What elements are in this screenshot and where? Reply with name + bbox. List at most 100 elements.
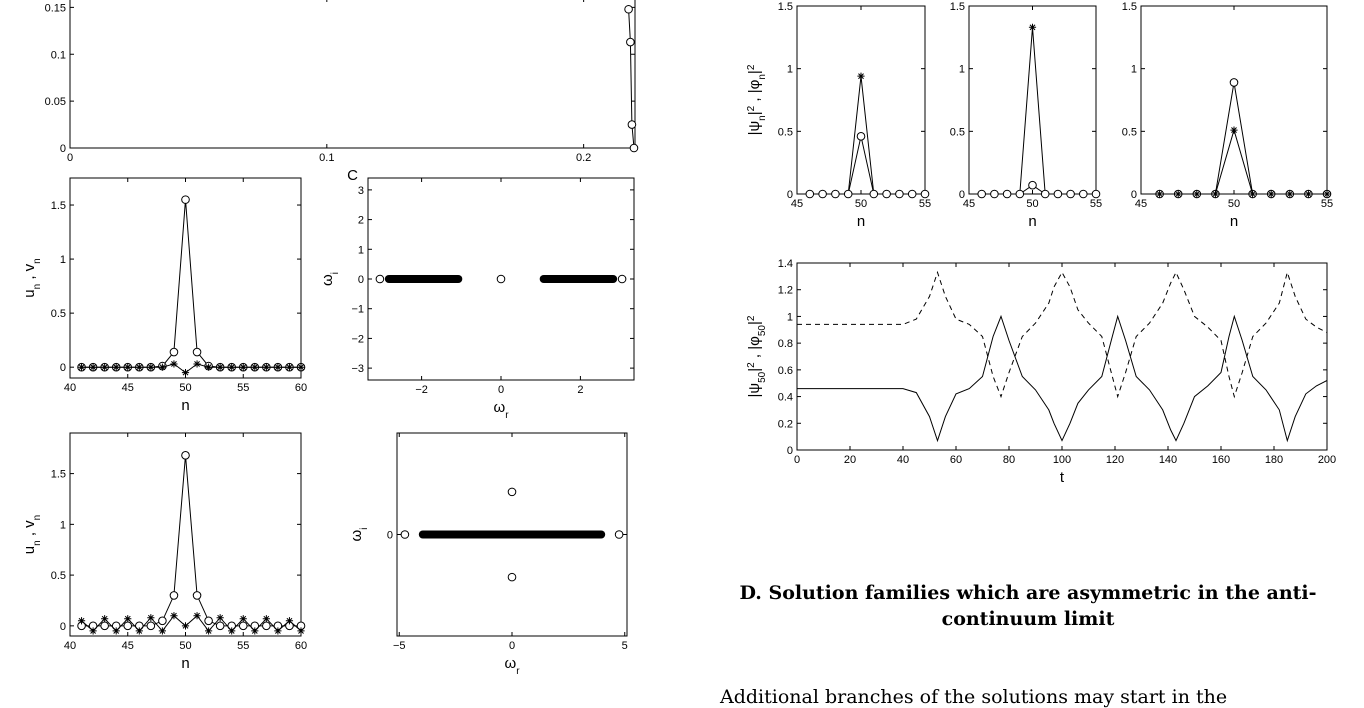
x-tick-label: 200 (1318, 454, 1336, 466)
y-tick-label: 0.5 (51, 308, 66, 320)
x-tick-label: 55 (919, 198, 931, 210)
x-tick-label: 2 (577, 384, 583, 396)
y-axis-label: |ψn|2 , |φn|2 (746, 64, 768, 135)
plot-frame (69, 177, 302, 379)
y-tick-label: 0 (787, 445, 793, 457)
label-part: |ψ (746, 383, 763, 398)
data-point (216, 614, 224, 622)
y-tick-label: 0 (60, 621, 66, 633)
data-point (192, 591, 202, 600)
data-point (170, 360, 178, 368)
data-point (146, 621, 156, 631)
x-tick-label: 40 (64, 382, 76, 394)
data-point (1323, 190, 1331, 198)
y-tick-label: 1 (787, 311, 793, 323)
data-point (124, 363, 132, 371)
x-axis-label: ωr (504, 655, 520, 677)
y-tick-label: 0 (60, 362, 66, 374)
x-tick-label: 180 (1265, 454, 1283, 466)
x-tick-label: −5 (393, 640, 406, 652)
density-3: 45 50 55 0 0.5 1 1.5 n (1122, 1, 1333, 230)
data-point (617, 274, 627, 284)
y-tick-label: 0.5 (950, 126, 965, 138)
label-part: ω (319, 274, 336, 286)
x-tick-label: 0 (794, 454, 800, 466)
x-tick-label: 0 (67, 152, 73, 164)
label-part: , |φ (746, 336, 763, 362)
x-axis-label: t (1060, 469, 1065, 486)
label-part: | (746, 70, 763, 74)
data-point (205, 363, 213, 371)
x-tick-label: 80 (1003, 454, 1015, 466)
x-tick-label: 0.1 (319, 152, 334, 164)
y-tick-label: 1 (358, 244, 364, 256)
data-point (1267, 190, 1275, 198)
x-tick-label: 50 (179, 382, 191, 394)
data-point (285, 617, 294, 625)
data-point (169, 591, 179, 600)
y-tick-label: 0.5 (51, 570, 66, 582)
data-point (1002, 189, 1012, 199)
label-part: r (516, 666, 520, 677)
series-line (797, 270, 1328, 399)
x-tick-label: 50 (1228, 198, 1240, 210)
y-tick-label: 1.2 (778, 285, 793, 297)
y-tick-label: 1 (959, 64, 965, 76)
x-tick-label: 40 (897, 454, 909, 466)
data-point (400, 530, 410, 539)
label-part: n (32, 284, 43, 290)
data-point (262, 363, 270, 371)
x-tick-label: 140 (1159, 454, 1177, 466)
data-point (1040, 189, 1050, 199)
x-axis-label: n (181, 655, 189, 672)
x-axis-label: n (1230, 213, 1238, 230)
data-point (158, 627, 166, 635)
x-axis-label: n (857, 213, 865, 230)
spectrum-band (384, 275, 463, 283)
series-line (809, 76, 925, 195)
data-point (262, 615, 270, 623)
plot-frame (69, 432, 302, 637)
x-tick-label: 55 (237, 382, 249, 394)
y-tick-label: 1.5 (778, 1, 793, 13)
data-point (158, 616, 167, 626)
data-point (112, 363, 120, 371)
series-line (1159, 128, 1327, 195)
x-axis-label: C (347, 167, 358, 184)
label-part: n (181, 397, 189, 414)
data-point (147, 363, 155, 371)
data-point (215, 621, 225, 631)
data-point (204, 616, 213, 626)
label-part: 2 (746, 362, 757, 368)
data-point (1304, 190, 1312, 198)
label-part: n (1230, 213, 1238, 230)
y-tick-label: 1.5 (1122, 1, 1137, 13)
data-point (216, 363, 224, 371)
x-tick-label: 60 (295, 640, 307, 652)
x-tick-label: 160 (1212, 454, 1230, 466)
plot-frame (796, 5, 926, 195)
x-tick-label: 50 (1026, 198, 1038, 210)
y-tick-label: 2 (358, 215, 364, 227)
plot-frame (968, 5, 1097, 195)
data-point (297, 627, 305, 635)
data-point (193, 612, 201, 620)
y-tick-label: 0.6 (778, 365, 793, 377)
label-part: , v (21, 520, 38, 541)
x-tick-label: 50 (179, 640, 191, 652)
x-tick-label: 55 (1321, 198, 1333, 210)
data-point (507, 572, 517, 582)
data-point (181, 451, 190, 460)
label-part: n (32, 540, 43, 546)
label-part: n (32, 258, 43, 264)
body-text: Additional branches of the solutions may… (720, 686, 1228, 708)
data-point (977, 189, 987, 199)
y-tick-label: 0.15 (45, 2, 66, 14)
data-point (1174, 190, 1182, 198)
data-point (1015, 189, 1025, 199)
label-part: n (857, 213, 865, 230)
data-point (882, 189, 891, 199)
x-tick-label: 45 (791, 198, 803, 210)
x-tick-label: 0 (509, 640, 515, 652)
